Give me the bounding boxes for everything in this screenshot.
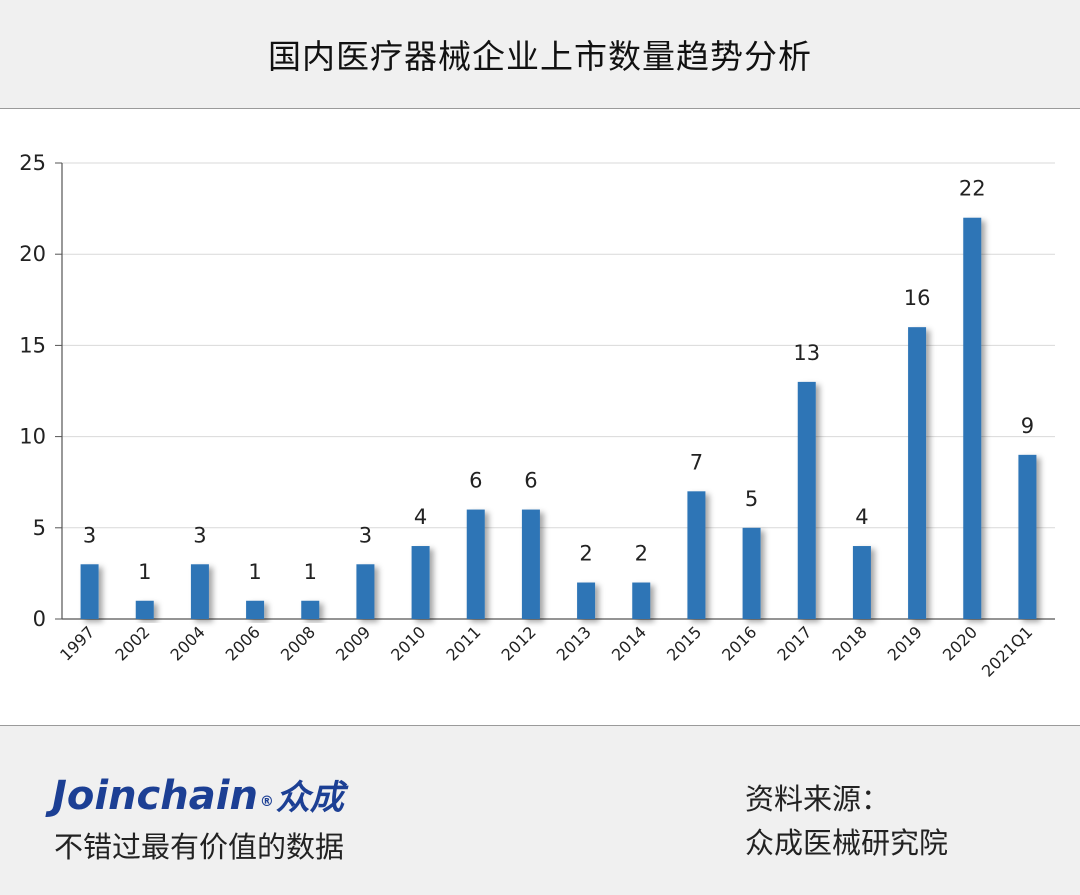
x-tick-label-2010: 2010 [387,622,429,664]
y-tick-label: 5 [33,516,46,540]
brand-name-en: Joinchain [52,773,258,819]
data-label-2010: 4 [414,505,427,529]
data-label-2004: 3 [193,523,206,547]
bar-1997 [80,564,99,619]
x-tick-label-2013: 2013 [553,622,595,664]
x-tick-label-2020: 2020 [939,622,981,664]
y-tick-label: 20 [19,242,46,266]
bar-2014 [632,582,651,619]
data-label-2002: 1 [138,560,151,584]
x-tick-label-2009: 2009 [332,622,374,664]
data-label-2015: 7 [690,450,703,474]
brand-logo: Joinchain ®众成 [52,770,344,819]
bar-2009 [356,564,375,619]
bar-2011 [466,509,485,619]
bar-chart: 0510152025319971200232004120061200832009… [19,151,1055,681]
bar-2019 [908,327,927,619]
source-value: 众成医械研究院 [745,826,949,860]
data-label-2019: 16 [904,286,931,310]
bar-2012 [521,509,540,619]
brand-slogan: 不错过最有价值的数据 [54,830,345,864]
data-label-2014: 2 [635,542,648,566]
data-label-2013: 2 [579,542,592,566]
x-tick-label-2021Q1: 2021Q1 [978,622,1036,680]
data-label-1997: 3 [83,523,96,547]
x-tick-label-2017: 2017 [773,622,815,664]
chart-area: 0 5 10 15 20 25 3 1997 1 2002 3 2004 1 2006 1 2008 3 2009… [0,109,1080,726]
bar-2008 [301,600,320,619]
data-label-2017: 13 [793,341,820,365]
data-label-2018: 4 [855,505,868,529]
x-tick-label-2008: 2008 [277,622,319,664]
bar-2017 [797,381,816,619]
data-label-2021Q1: 9 [1021,414,1034,438]
y-tick-label: 0 [33,607,46,631]
chart-title: 国内医疗器械企业上市数量趋势分析 [268,37,812,76]
header: 国内医疗器械企业上市数量趋势分析 [0,0,1080,109]
data-label-2012: 6 [524,469,537,493]
x-tick-label-1997: 1997 [56,622,98,664]
bar-2013 [577,582,596,619]
data-label-2008: 1 [304,560,317,584]
y-tick-label: 10 [19,425,46,449]
data-label-2020: 22 [959,177,986,201]
bar-2021Q1 [1018,454,1037,619]
x-tick-label-2018: 2018 [829,622,871,664]
bar-2004 [190,564,209,619]
y-tick-label: 15 [19,333,46,357]
source-label: 资料来源： [745,782,891,816]
brand-name-cn: 众成 [275,778,344,818]
bar-2015 [687,491,706,619]
x-tick-label-2002: 2002 [111,622,153,664]
x-tick-label-2004: 2004 [167,622,209,664]
x-tick-label-2006: 2006 [222,622,264,664]
bar-2002 [135,600,154,619]
bar-2020 [963,217,982,619]
bar-2010 [411,546,430,619]
brand-registered-mark: ® [259,794,274,810]
bar-2018 [852,546,871,619]
footer: Joinchain ®众成 不错过最有价值的数据 资料来源： 众成医械研究院 [0,726,1080,895]
bar-2016 [742,527,761,619]
x-tick-label-2011: 2011 [442,622,484,664]
x-tick-label-2012: 2012 [498,622,540,664]
x-tick-label-2016: 2016 [718,622,760,664]
x-tick-label-2014: 2014 [608,622,650,664]
data-label-2011: 6 [469,469,482,493]
x-tick-label-2015: 2015 [663,622,705,664]
y-tick-label: 25 [19,151,46,175]
data-label-2016: 5 [745,487,758,511]
data-label-2006: 1 [248,560,261,584]
x-tick-label-2019: 2019 [884,622,926,664]
bar-2006 [246,600,265,619]
data-label-2009: 3 [359,523,372,547]
